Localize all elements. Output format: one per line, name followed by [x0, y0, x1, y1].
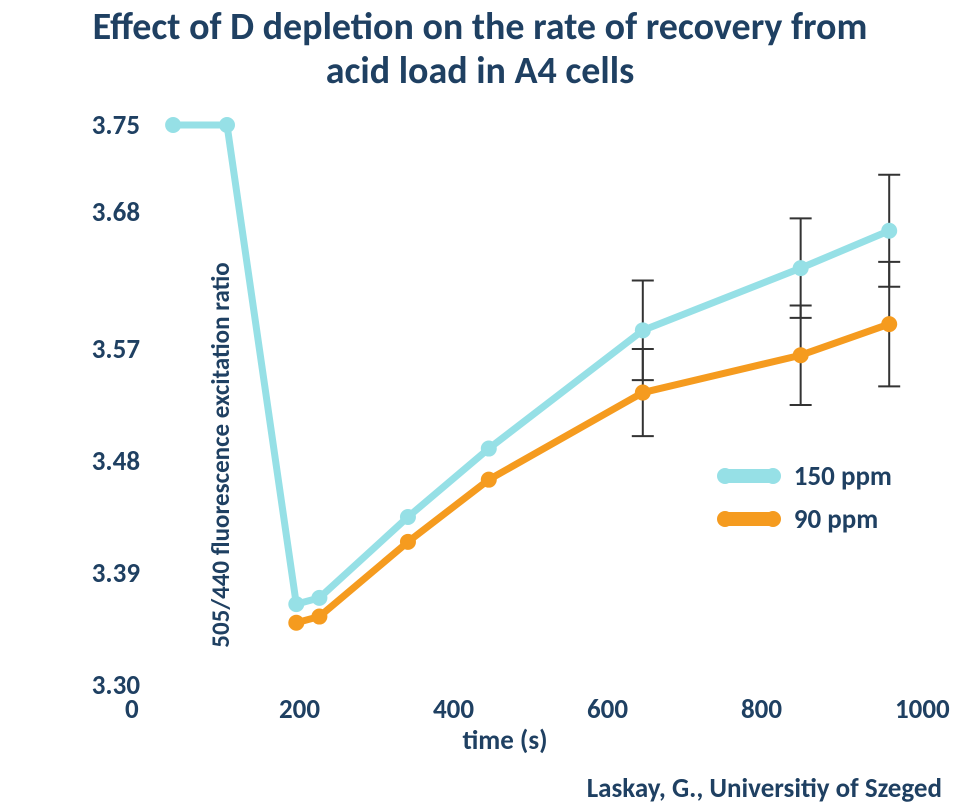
series-marker	[635, 322, 651, 338]
plot-area	[70, 115, 940, 705]
series-marker	[481, 441, 497, 457]
series-marker	[793, 260, 809, 276]
legend: 150 ppm 90 ppm	[720, 450, 892, 546]
series-marker	[881, 316, 897, 332]
credit-text: Laskay, G., Universitiy of Szeged	[587, 772, 942, 805]
series-marker	[311, 590, 327, 606]
legend-swatch	[720, 469, 778, 483]
series-marker	[165, 117, 181, 133]
series-marker	[288, 596, 304, 612]
x-axis-label: time (s)	[70, 724, 940, 757]
series-marker	[311, 609, 327, 625]
series-marker	[481, 472, 497, 488]
series-marker	[219, 117, 235, 133]
legend-item: 150 ppm	[720, 460, 892, 493]
legend-item: 90 ppm	[720, 503, 892, 536]
chart: 505/440 fluorescence excitation ratio 3.…	[70, 115, 940, 745]
legend-swatch	[720, 512, 778, 526]
series-marker	[793, 347, 809, 363]
title-line-2: acid load in A4 cells	[0, 50, 960, 94]
series-marker	[400, 534, 416, 550]
series-marker	[881, 223, 897, 239]
legend-label: 150 ppm	[794, 460, 892, 493]
series-marker	[400, 509, 416, 525]
series-marker	[635, 385, 651, 401]
series-marker	[288, 615, 304, 631]
legend-label: 90 ppm	[794, 503, 878, 536]
title-line-1: Effect of D depletion on the rate of rec…	[93, 4, 868, 50]
chart-title: Effect of D depletion on the rate of rec…	[0, 6, 960, 93]
